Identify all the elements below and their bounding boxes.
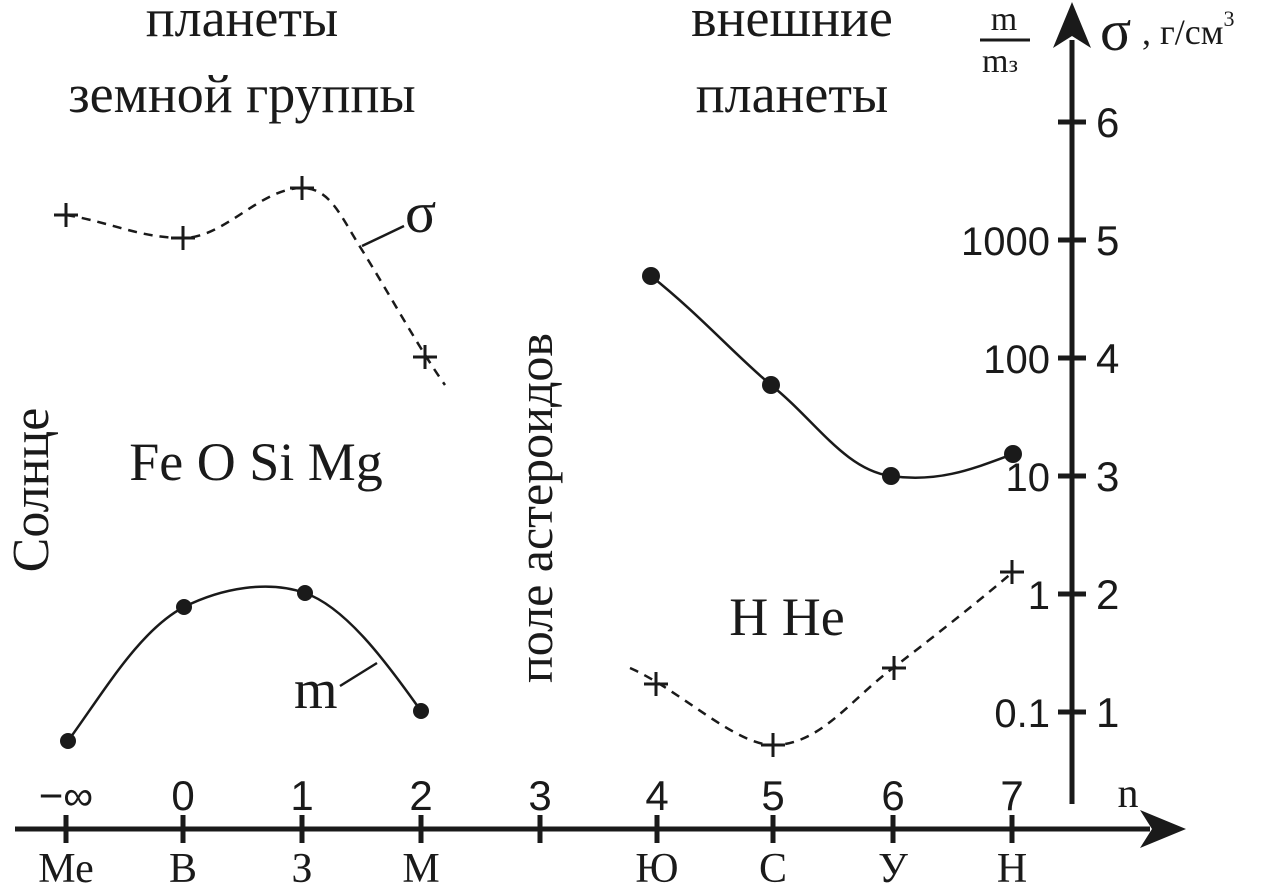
sigma-point-mercury	[54, 203, 78, 227]
sigma-tick-label: 5	[1096, 217, 1119, 264]
planet-label: С	[759, 846, 787, 887]
x-ticks	[63, 815, 1015, 843]
n-label: 1	[290, 772, 313, 819]
sigma-tick-label: 6	[1096, 99, 1119, 146]
mass-point-neptune	[1004, 445, 1022, 463]
sun-label: Солнце	[3, 408, 60, 573]
planet-label: Ю	[635, 846, 678, 887]
y-axis-arrow	[1053, 2, 1091, 48]
sigma-tick-label: 3	[1096, 453, 1119, 500]
mass-markers	[60, 267, 1022, 749]
mass-leader	[339, 661, 378, 688]
sigma-curve-outer	[629, 571, 1014, 747]
mass-point-venus	[176, 599, 192, 615]
sigma-axis-label: σ , г/см3	[1100, 0, 1235, 63]
n-label: 6	[881, 772, 904, 819]
mass-ratio-den-main: m	[982, 43, 1008, 80]
mass-ratio-numerator: m	[991, 1, 1017, 38]
sigma-tick-label: 4	[1096, 335, 1119, 382]
mass-ratio-den-sub: з	[1008, 52, 1017, 78]
sigma-units-main: , г/см	[1142, 12, 1224, 52]
sigma-tick-label: 1	[1096, 689, 1119, 736]
terrestrial-elements-label: Fe O Si Mg	[129, 432, 383, 492]
sigma-point-saturn	[761, 733, 785, 757]
planet-label: Н	[997, 846, 1027, 887]
mass-tick-labels: 0.1 1 10 100 1000	[961, 220, 1050, 736]
sigma-tick-label: 2	[1096, 571, 1119, 618]
x-axis-arrow	[1140, 810, 1186, 848]
mass-tick-label: 1000	[961, 220, 1050, 264]
sigma-point-mars	[413, 345, 437, 369]
sigma-tick-labels: 1 2 3 4 5 6	[1096, 99, 1119, 736]
sigma-point-jupiter	[644, 672, 668, 696]
outer-elements-label: H He	[729, 587, 844, 647]
mass-tick-label: 10	[1006, 456, 1051, 500]
terrestrial-heading-line2: земной группы	[68, 64, 415, 124]
sigma-markers	[54, 176, 1024, 757]
mass-tick-label: 1	[1028, 574, 1050, 618]
sigma-point-neptune	[1000, 560, 1024, 584]
sigma-symbol: σ	[1100, 0, 1131, 63]
planet-label: Ме	[38, 846, 93, 887]
x-axis-variable: n	[1118, 771, 1139, 817]
outer-heading-line1: внешние	[691, 0, 893, 48]
n-label: 7	[1000, 772, 1023, 819]
sigma-curve-label: σ	[405, 180, 436, 245]
planet-label: В	[169, 846, 197, 887]
mass-curve-outer	[650, 275, 1014, 480]
mass-point-jupiter	[642, 267, 660, 285]
n-label: 3	[528, 772, 551, 819]
sigma-point-uranus	[882, 656, 906, 680]
mass-ratio-denominator: mз	[982, 43, 1018, 80]
planet-label: З	[291, 846, 312, 887]
sigma-point-venus	[171, 226, 195, 250]
planet-labels: Ме В З М Ю С У Н	[38, 846, 1027, 887]
asteroid-belt-label: поле астероидов	[507, 333, 563, 683]
mass-point-mercury	[60, 733, 76, 749]
planet-label: М	[402, 846, 439, 887]
y-ticks	[1058, 119, 1086, 715]
n-label: 5	[761, 772, 784, 819]
mass-point-earth	[297, 585, 313, 601]
outer-heading-line2: планеты	[696, 64, 889, 124]
sigma-curve-terrestrial	[65, 186, 447, 386]
terrestrial-heading-line1: планеты	[146, 0, 339, 48]
n-label: 4	[645, 772, 668, 819]
sigma-leader	[361, 224, 405, 248]
mass-ratio-label: m mз	[980, 1, 1030, 80]
n-label: 2	[409, 772, 432, 819]
mass-curve-terrestrial	[66, 585, 423, 742]
planet-label: У	[878, 846, 908, 887]
mass-tick-label: 100	[983, 338, 1050, 382]
n-tick-labels: −∞ 0 1 2 3 4 5 6 7	[39, 772, 1024, 819]
n-label: 0	[171, 772, 194, 819]
sigma-units-sup: 3	[1224, 6, 1235, 31]
sigma-point-earth	[290, 176, 314, 200]
sigma-units: , г/см3	[1142, 6, 1235, 52]
mass-point-uranus	[882, 467, 900, 485]
mass-point-mars	[413, 703, 429, 719]
mass-point-saturn	[762, 376, 780, 394]
n-label: −∞	[39, 772, 93, 819]
mass-curve-label: m	[294, 659, 338, 721]
mass-tick-label: 0.1	[994, 692, 1050, 736]
